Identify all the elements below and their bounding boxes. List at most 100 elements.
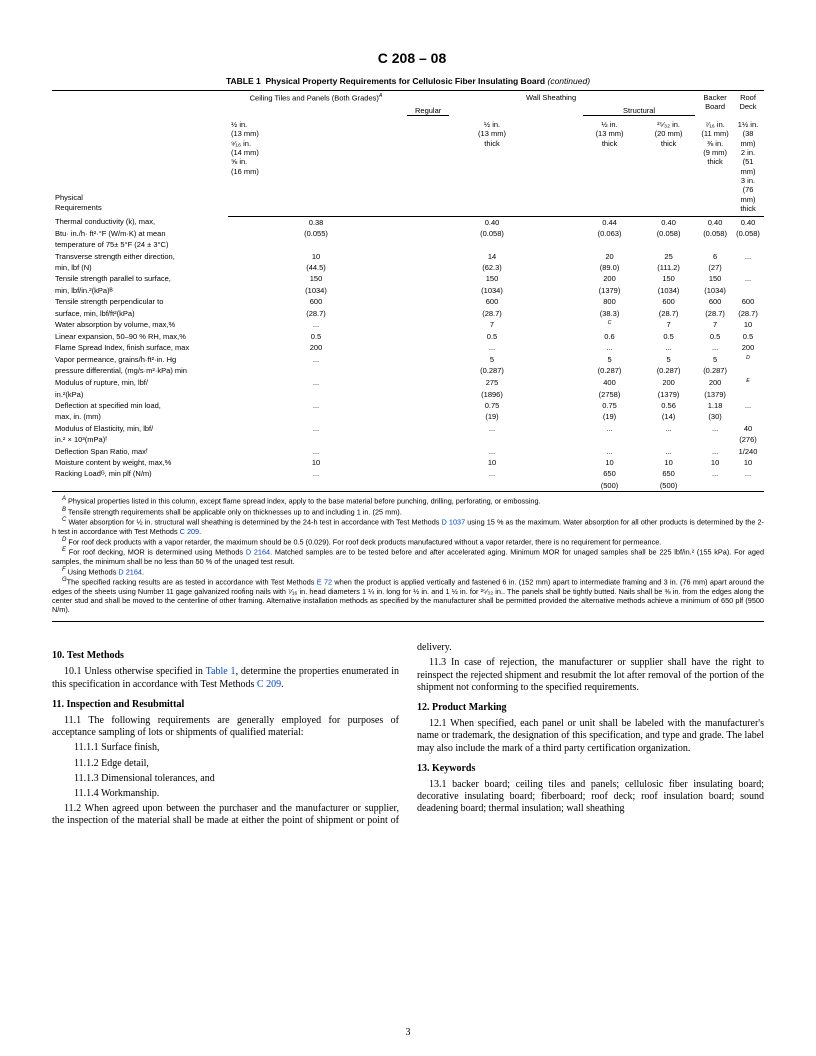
cell: D — [732, 354, 764, 366]
col-physical: Physical — [55, 193, 225, 202]
cell: (1034) — [639, 285, 698, 296]
cell: 10 — [698, 457, 732, 468]
cell: (44.5) — [228, 262, 404, 273]
h6: (16 mm) — [231, 167, 401, 176]
cell: ... — [228, 319, 404, 331]
cell: Flame Spread Index, finish surface, max — [52, 342, 228, 353]
cell: 200 — [732, 342, 764, 353]
h2: (11 mm) — [701, 129, 729, 138]
cell: max, in. (mm) — [52, 411, 228, 422]
cell: (19) — [404, 411, 580, 422]
table-number: TABLE 1 — [226, 76, 261, 86]
cell: ... — [404, 342, 580, 353]
cell: 600 — [732, 296, 764, 307]
fn-f-link[interactable]: D 2164 — [118, 567, 142, 576]
cell: (0.058) — [732, 228, 764, 239]
cell: ... — [732, 468, 764, 479]
h2: (13 mm) — [583, 129, 636, 138]
h4: (14 mm) — [231, 148, 401, 157]
col-backer: Backer Board — [703, 93, 726, 111]
cell: ... — [228, 354, 404, 366]
s10-1-end: . — [281, 679, 284, 690]
cell: ... — [580, 446, 639, 457]
cell — [698, 434, 732, 445]
cell: 10 — [732, 319, 764, 331]
cell — [639, 239, 698, 250]
cell: 7 — [404, 319, 580, 331]
cell: (0.058) — [404, 228, 580, 239]
cell: (30) — [698, 411, 732, 422]
fn-c-link1[interactable]: D 1037 — [442, 517, 466, 526]
cell: 0.5 — [404, 331, 580, 342]
cell: 5 — [404, 354, 580, 366]
cell: 275 — [404, 377, 580, 389]
s10-1-link[interactable]: Table 1 — [206, 666, 236, 677]
h1: ½ in. — [407, 120, 577, 129]
fn-c-end: . — [199, 527, 201, 536]
h7: thick — [735, 204, 761, 213]
h1: ²⁵⁄₃₂ in. — [642, 120, 695, 129]
table-row: pressure differential, (mg/s·m²·kPa) min… — [52, 365, 764, 376]
cell: Modulus of rupture, min, lbf/ — [52, 377, 228, 389]
cell: E — [732, 377, 764, 389]
table-row: surface, min, lbf/ft²(kPa)(28.7)(28.7)(3… — [52, 308, 764, 319]
cell: 600 — [698, 296, 732, 307]
cell: ... — [698, 423, 732, 434]
cell: 0.5 — [698, 331, 732, 342]
cell: min, lbf (N) — [52, 262, 228, 273]
fn-g-link[interactable]: E 72 — [317, 578, 332, 587]
page-header: C 208 – 08 — [52, 50, 764, 66]
cell: 7 — [639, 319, 698, 331]
cell: ... — [732, 251, 764, 262]
cell: 5 — [580, 354, 639, 366]
table-row: Btu· in./h· ft²·°F (W/m·K) at mean(0.055… — [52, 228, 764, 239]
cell: (28.7) — [698, 308, 732, 319]
cell — [732, 411, 764, 422]
h3: ⅜ in. — [701, 139, 729, 148]
cell: C — [580, 319, 639, 331]
h1: ½ in. — [231, 120, 401, 129]
cell: 0.38 — [228, 216, 404, 228]
cell: (111.2) — [639, 262, 698, 273]
cell: Linear expansion, 50–90 % RH, max,% — [52, 331, 228, 342]
table-row: max, in. (mm)(19)(19)(14)(30) — [52, 411, 764, 422]
cell: Water absorption by volume, max,% — [52, 319, 228, 331]
cell: 150 — [404, 273, 580, 284]
cell: 600 — [228, 296, 404, 307]
col-ceiling: Ceiling Tiles and Panels (Both Grades) — [250, 94, 379, 103]
cell: (276) — [732, 434, 764, 445]
cell — [52, 480, 228, 492]
cell: 650 — [639, 468, 698, 479]
h2: (38 mm) — [735, 129, 761, 148]
cell: (38.3) — [580, 308, 639, 319]
s12-1: 12.1 When specified, each panel or unit … — [417, 718, 764, 755]
cell: in.²(kPa) — [52, 389, 228, 400]
cell: 200 — [698, 377, 732, 389]
cell: 600 — [404, 296, 580, 307]
s10-1-link2[interactable]: C 209 — [257, 679, 281, 690]
cell: (1379) — [639, 389, 698, 400]
cell: 650 — [580, 468, 639, 479]
cell: 14 — [404, 251, 580, 262]
cell: temperature of 75± 5°F (24 ± 3°C) — [52, 239, 228, 250]
fn-c-link2[interactable]: C 209 — [180, 527, 199, 536]
body-text: 10. Test Methods 10.1 Unless otherwise s… — [52, 642, 764, 827]
cell: (1896) — [404, 389, 580, 400]
cell: Deflection Span Ratio, maxᶠ — [52, 446, 228, 457]
s11-1-3: 11.1.3 Dimensional tolerances, and — [52, 773, 399, 785]
cell: Transverse strength either direction, — [52, 251, 228, 262]
s11-1-4: 11.1.4 Workmanship. — [52, 788, 399, 800]
h3: thick — [583, 139, 636, 148]
h1: ⁷⁄₁₆ in. — [701, 120, 729, 129]
s11-1-1: 11.1.1 Surface finish, — [52, 742, 399, 754]
fn-e-link[interactable]: D 2164 — [246, 548, 270, 557]
page-number: 3 — [0, 1027, 816, 1038]
cell: 150 — [698, 273, 732, 284]
cell — [228, 365, 404, 376]
cell: in.² × 10³(mPa)ᶠ — [52, 434, 228, 445]
cell: ... — [228, 423, 404, 434]
col-structural: Structural — [583, 106, 695, 116]
h6: (76 mm) — [735, 185, 761, 204]
h5: 3 in. — [735, 176, 761, 185]
cell: 0.75 — [404, 400, 580, 411]
